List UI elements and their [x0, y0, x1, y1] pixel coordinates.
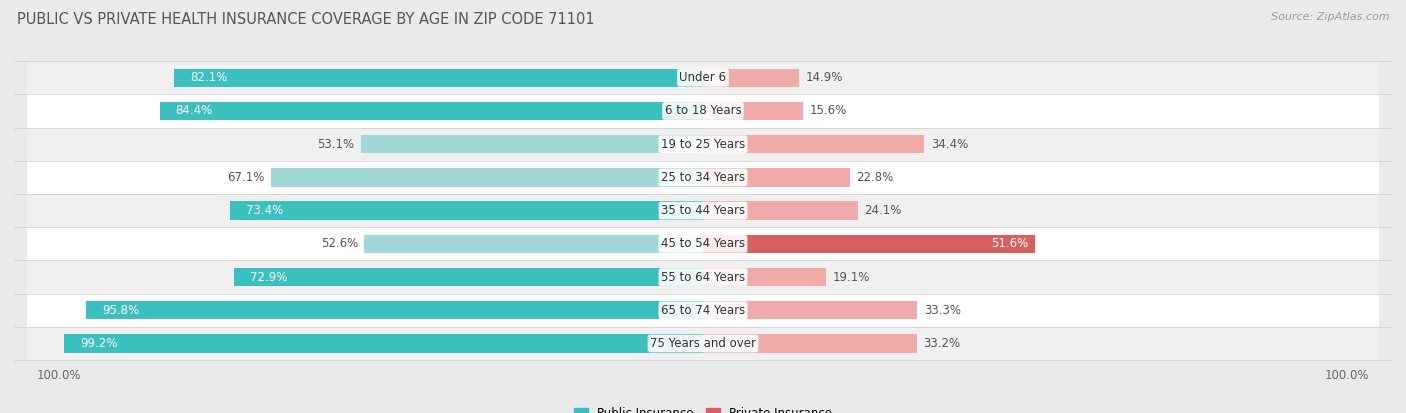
Text: PUBLIC VS PRIVATE HEALTH INSURANCE COVERAGE BY AGE IN ZIP CODE 71101: PUBLIC VS PRIVATE HEALTH INSURANCE COVER…	[17, 12, 595, 27]
Text: 35 to 44 Years: 35 to 44 Years	[661, 204, 745, 217]
Bar	[27, 128, 1379, 161]
Text: 73.4%: 73.4%	[246, 204, 284, 217]
Bar	[703, 69, 799, 87]
Text: 55 to 64 Years: 55 to 64 Years	[661, 271, 745, 284]
Bar	[703, 268, 825, 286]
Bar	[361, 135, 703, 153]
Text: 33.3%: 33.3%	[924, 304, 960, 317]
Text: 19 to 25 Years: 19 to 25 Years	[661, 138, 745, 151]
Text: 24.1%: 24.1%	[865, 204, 903, 217]
Text: 95.8%: 95.8%	[103, 304, 139, 317]
Bar	[233, 268, 703, 286]
Bar	[27, 294, 1379, 327]
Text: 84.4%: 84.4%	[176, 104, 212, 117]
Text: 34.4%: 34.4%	[931, 138, 969, 151]
Bar	[86, 301, 703, 319]
Text: 72.9%: 72.9%	[250, 271, 287, 284]
Bar	[231, 202, 703, 220]
Text: 19.1%: 19.1%	[832, 271, 870, 284]
Bar	[703, 235, 1035, 253]
Bar	[703, 202, 858, 220]
Text: Source: ZipAtlas.com: Source: ZipAtlas.com	[1271, 12, 1389, 22]
Bar	[27, 261, 1379, 294]
Text: 15.6%: 15.6%	[810, 104, 848, 117]
Text: 75 Years and over: 75 Years and over	[650, 337, 756, 350]
Text: 45 to 54 Years: 45 to 54 Years	[661, 237, 745, 250]
Text: 22.8%: 22.8%	[856, 171, 893, 184]
Bar	[159, 102, 703, 120]
Bar	[703, 102, 803, 120]
Text: 33.2%: 33.2%	[924, 337, 960, 350]
Text: 82.1%: 82.1%	[190, 71, 228, 84]
Bar	[703, 168, 849, 187]
Text: 51.6%: 51.6%	[991, 237, 1029, 250]
Bar	[27, 161, 1379, 194]
Bar	[271, 168, 703, 187]
Bar	[27, 61, 1379, 94]
Bar	[174, 69, 703, 87]
Bar	[65, 335, 703, 353]
Bar	[27, 327, 1379, 360]
Bar	[703, 301, 917, 319]
Bar	[703, 135, 925, 153]
Text: 67.1%: 67.1%	[228, 171, 264, 184]
Text: 52.6%: 52.6%	[321, 237, 359, 250]
Text: Under 6: Under 6	[679, 71, 727, 84]
Bar	[703, 335, 917, 353]
Text: 53.1%: 53.1%	[318, 138, 354, 151]
Bar	[27, 227, 1379, 261]
Text: 25 to 34 Years: 25 to 34 Years	[661, 171, 745, 184]
Text: 6 to 18 Years: 6 to 18 Years	[665, 104, 741, 117]
Bar	[27, 94, 1379, 128]
Text: 65 to 74 Years: 65 to 74 Years	[661, 304, 745, 317]
Text: 99.2%: 99.2%	[80, 337, 118, 350]
Bar	[364, 235, 703, 253]
Legend: Public Insurance, Private Insurance: Public Insurance, Private Insurance	[569, 402, 837, 413]
Bar	[27, 194, 1379, 227]
Text: 14.9%: 14.9%	[806, 71, 842, 84]
